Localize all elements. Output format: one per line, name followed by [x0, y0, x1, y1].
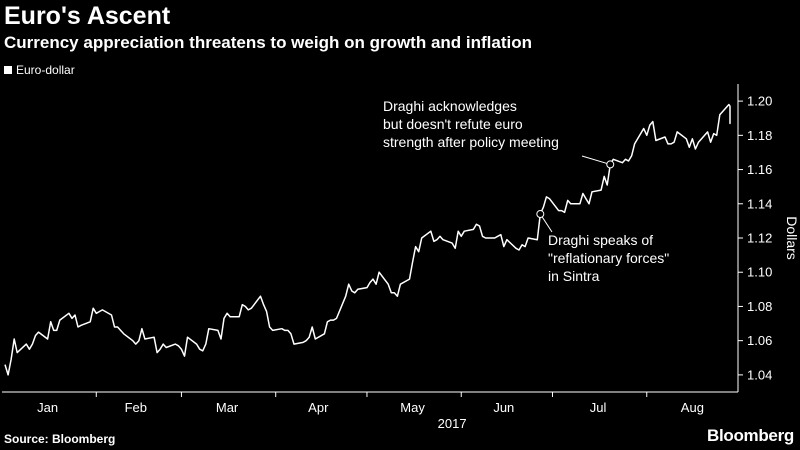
x-tick-label: Jun: [493, 400, 514, 415]
y-axis-label: Dollars: [784, 216, 800, 260]
legend-label: Euro-dollar: [16, 63, 75, 77]
bloomberg-logo: Bloomberg: [706, 426, 794, 445]
y-tick-label: 1.10: [747, 265, 772, 280]
x-axis-label: 2017: [438, 416, 467, 431]
y-tick-label: 1.16: [747, 162, 772, 177]
y-tick-label: 1.20: [747, 94, 772, 109]
annotation-text-sintra: "reflationary forces": [548, 250, 669, 266]
series-layer: [4, 103, 731, 376]
annotation-text-policy: strength after policy meeting: [383, 134, 559, 150]
source-note: Source: Bloomberg: [4, 432, 116, 446]
axes: 1.04 1.06 1.08 1.10 1.12 1.14 1.16 1.18 1.20 Doll…: [2, 84, 800, 431]
x-tick-label: Mar: [216, 400, 239, 415]
y-tick-label: 1.12: [747, 231, 772, 246]
y-tick-label: 1.08: [747, 299, 772, 314]
annotation-text-policy: Draghi acknowledges: [383, 98, 517, 114]
x-tick-label: Jan: [37, 400, 58, 415]
y-tick-label: 1.06: [747, 333, 772, 348]
y-tick-label: 1.18: [747, 128, 772, 143]
annotations: Draghi speaks of "reflationary forces" in …: [383, 98, 669, 284]
x-tick-label: May: [400, 400, 425, 415]
annotation-leader-policy: [581, 155, 611, 165]
annotation-text-sintra: Draghi speaks of: [548, 232, 653, 248]
x-tick-label: Jul: [590, 400, 607, 415]
legend-swatch: [4, 66, 12, 74]
annotation-marker-sintra: [536, 210, 545, 219]
x-tick-label: Apr: [308, 400, 329, 415]
x-tick-label: Feb: [125, 400, 147, 415]
annotation-text-policy: but doesn't refute euro: [383, 116, 523, 132]
annotation-text-sintra: in Sintra: [548, 268, 600, 284]
legend: Euro-dollar: [4, 63, 75, 77]
chart-subtitle: Currency appreciation threatens to weigh…: [4, 33, 532, 52]
y-tick-label: 1.04: [747, 367, 772, 382]
y-tick-label: 1.14: [747, 196, 772, 211]
series-line-euro-dollar: [4, 103, 731, 376]
annotation-marker-policy: [606, 160, 615, 169]
chart-title: Euro's Ascent: [4, 2, 171, 30]
x-tick-label: Aug: [681, 400, 704, 415]
